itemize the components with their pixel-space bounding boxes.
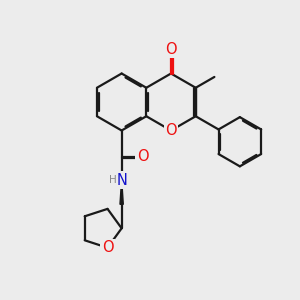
Text: N: N (116, 173, 127, 188)
Text: O: O (102, 240, 113, 255)
Text: O: O (137, 149, 148, 164)
Text: O: O (165, 123, 177, 138)
Text: H: H (109, 175, 116, 185)
Text: O: O (165, 42, 177, 57)
Polygon shape (120, 180, 123, 204)
